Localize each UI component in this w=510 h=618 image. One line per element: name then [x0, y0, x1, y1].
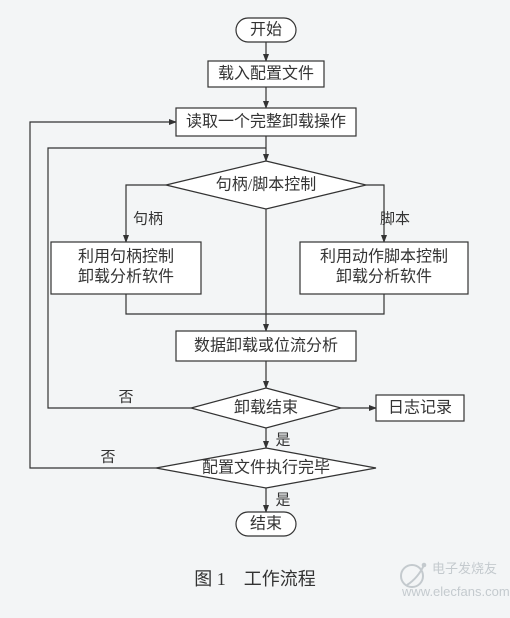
label-script: 脚本	[380, 210, 410, 227]
svg-text:数据卸载或位流分析: 数据卸载或位流分析	[194, 337, 338, 355]
edge-right-join	[266, 294, 384, 314]
svg-text:卸载分析软件: 卸载分析软件	[336, 268, 432, 286]
label-handle: 句柄	[133, 210, 163, 227]
node-data: 数据卸载或位流分析	[176, 331, 356, 361]
node-load: 载入配置文件	[208, 61, 324, 87]
svg-text:句柄/脚本控制: 句柄/脚本控制	[216, 176, 316, 194]
node-dec1: 句柄/脚本控制	[166, 161, 366, 209]
label-dec2-no: 否	[118, 389, 133, 405]
label-dec3-no: 否	[100, 449, 115, 465]
edge-dec3-loop	[30, 122, 176, 468]
svg-text:利用动作脚本控制: 利用动作脚本控制	[320, 248, 448, 266]
svg-text:利用句柄控制: 利用句柄控制	[78, 248, 174, 266]
node-right: 利用动作脚本控制卸载分析软件	[300, 242, 468, 294]
flowchart: 句柄 脚本 否 是 否 是 开始载入配置文件读取一个完整卸载操作句柄/脚本控制利…	[0, 0, 510, 618]
svg-text:开始: 开始	[250, 21, 282, 39]
figure-caption: 图 1 工作流程	[194, 569, 316, 589]
watermark-brand: 电子发烧友	[432, 561, 497, 576]
svg-text:结束: 结束	[250, 515, 282, 533]
svg-text:卸载结束: 卸载结束	[234, 399, 298, 417]
label-dec2-yes: 是	[275, 432, 290, 448]
node-dec2: 卸载结束	[191, 388, 341, 428]
edge-left-join	[126, 294, 266, 314]
svg-text:载入配置文件: 载入配置文件	[218, 65, 314, 83]
node-end: 结束	[236, 512, 296, 536]
node-start: 开始	[236, 18, 296, 42]
watermark-url: www.elecfans.com	[401, 584, 510, 599]
watermark: 电子发烧友 www.elecfans.com	[401, 561, 510, 599]
svg-text:读取一个完整卸载操作: 读取一个完整卸载操作	[186, 113, 346, 131]
svg-text:配置文件执行完毕: 配置文件执行完毕	[202, 459, 330, 477]
svg-text:卸载分析软件: 卸载分析软件	[78, 268, 174, 286]
node-left: 利用句柄控制卸载分析软件	[51, 242, 201, 294]
node-log: 日志记录	[376, 395, 464, 421]
label-dec3-yes: 是	[275, 492, 290, 508]
node-dec3: 配置文件执行完毕	[156, 448, 376, 488]
node-read: 读取一个完整卸载操作	[176, 108, 356, 136]
svg-text:日志记录: 日志记录	[388, 399, 452, 417]
